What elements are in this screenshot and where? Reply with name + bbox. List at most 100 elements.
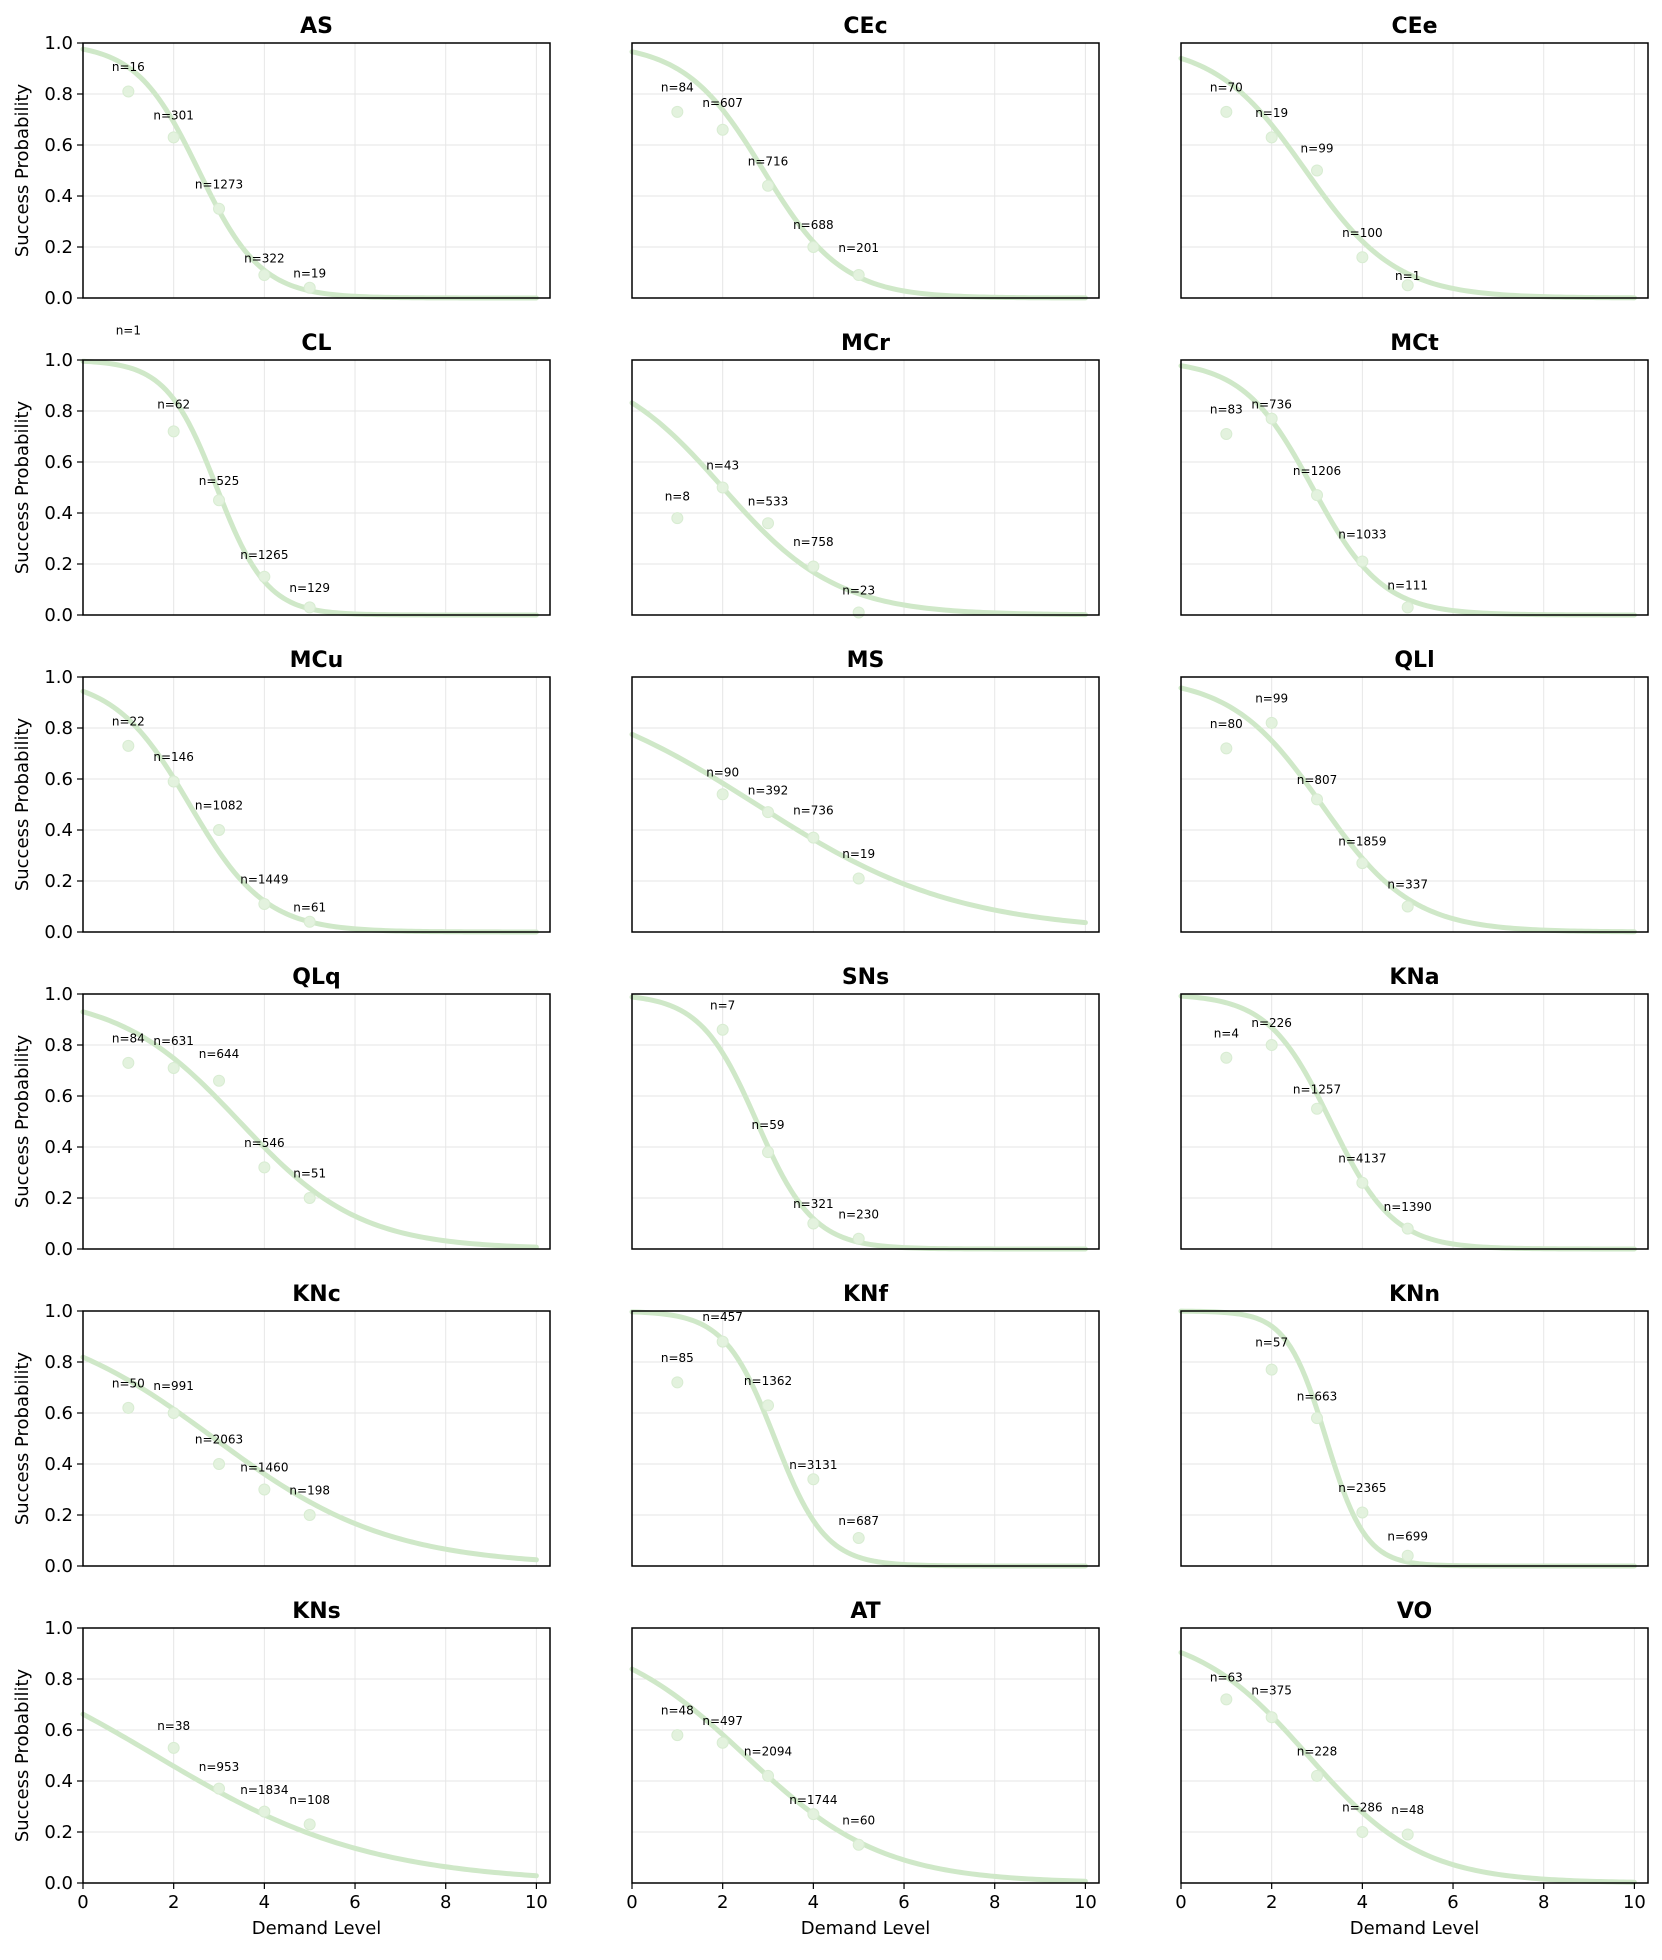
- y-tick-label: 0.2: [44, 1822, 73, 1843]
- y-tick-label: 0.0: [44, 288, 73, 309]
- sample-size-label: n=687: [838, 1514, 879, 1528]
- data-point: [807, 1808, 820, 1821]
- sample-size-label: n=61: [293, 901, 326, 915]
- sample-size-label: n=85: [661, 1351, 694, 1365]
- panel-title: SNs: [842, 965, 889, 990]
- data-point: [303, 601, 316, 614]
- fitted-curve: [80, 46, 539, 301]
- data-point: [807, 241, 820, 253]
- y-tick-label: 1.0: [44, 1301, 73, 1322]
- sample-size-label: n=80: [1210, 717, 1243, 731]
- sample-size-label: n=146: [153, 750, 194, 764]
- data-point: [807, 1217, 820, 1230]
- fitted-curve: [1178, 1650, 1637, 1885]
- x-tick-label: 8: [989, 1892, 1000, 1913]
- panel-title: MCr: [841, 331, 890, 356]
- fitted-curve: [1178, 1308, 1637, 1569]
- axes-frame: [631, 42, 1100, 299]
- panel-qlq: n=84 n=631 n=644 n=546 n=51 QLq 0.0 0.2 0.4 0.6 0.…: [12, 965, 551, 1260]
- sample-size-label: n=198: [289, 1484, 330, 1498]
- sample-size-label: n=953: [199, 1760, 240, 1774]
- data-point: [762, 1399, 775, 1412]
- panel-title: QLq: [292, 965, 340, 990]
- sample-size-label: n=497: [702, 1714, 743, 1728]
- x-tick-label: 2: [1266, 1892, 1277, 1913]
- data-point: [1265, 1711, 1278, 1724]
- x-axis-label: Demand Level: [1350, 1918, 1480, 1939]
- x-tick-label: 6: [1447, 1892, 1458, 1913]
- fitted-curve: [629, 731, 1088, 926]
- data-point: [852, 1531, 865, 1544]
- data-point: [1401, 900, 1414, 913]
- axes-frame: [1180, 1310, 1649, 1567]
- sample-size-label: n=716: [748, 154, 789, 168]
- fitted-curve: [80, 688, 539, 935]
- sample-size-label: n=322: [244, 251, 285, 265]
- sample-size-label: n=688: [793, 218, 834, 232]
- sample-size-label: n=8: [665, 489, 690, 503]
- panel-title: CL: [301, 331, 331, 356]
- panel-knf: n=85 n=457 n=1362 n=3131 n=687 KNf: [629, 1282, 1100, 1569]
- x-tick-label: 4: [259, 1892, 270, 1913]
- axes-frame: [82, 1627, 551, 1884]
- data-point: [213, 1458, 226, 1470]
- data-point: [1220, 427, 1233, 440]
- x-tick-label: 0: [626, 1892, 637, 1913]
- data-point: [1401, 1222, 1414, 1235]
- y-tick-label: 0.0: [44, 605, 73, 626]
- data-point: [807, 1473, 820, 1486]
- data-point: [852, 606, 865, 619]
- x-axis-label: Demand Level: [801, 1918, 931, 1939]
- sample-size-label: n=286: [1342, 1801, 1383, 1815]
- data-point: [1265, 131, 1278, 144]
- data-point: [1220, 1693, 1233, 1706]
- x-tick-label: 0: [77, 1892, 88, 1913]
- y-axis-label: Success Probability: [12, 717, 33, 891]
- y-tick-label: 0.4: [44, 503, 73, 524]
- data-point: [852, 269, 865, 282]
- sample-size-label: n=83: [1210, 403, 1243, 417]
- sample-size-label: n=1449: [240, 873, 288, 887]
- sample-size-label: n=16: [112, 60, 145, 74]
- data-point: [762, 179, 775, 192]
- sample-size-label: n=57: [1255, 1336, 1288, 1350]
- sample-size-label: n=201: [838, 241, 879, 255]
- panel-cl: n=1 n=62 n=525 n=1265 n=129 CL 0.0 0.2 0.4 0.6 0.8…: [12, 324, 551, 626]
- x-tick-label: 10: [1623, 1892, 1646, 1913]
- data-point: [1265, 1363, 1278, 1376]
- sample-size-label: n=736: [1251, 397, 1292, 411]
- sample-size-label: n=84: [112, 1031, 145, 1045]
- data-point: [122, 1056, 135, 1069]
- sample-size-label: n=1265: [240, 548, 288, 562]
- sample-size-label: n=129: [289, 581, 330, 595]
- data-point: [671, 512, 684, 525]
- data-point: [213, 202, 226, 215]
- data-point: [167, 775, 180, 788]
- data-point: [1311, 1769, 1324, 1782]
- x-tick-label: 4: [1357, 1892, 1368, 1913]
- data-point: [1311, 793, 1324, 806]
- sample-size-label: n=1744: [789, 1793, 837, 1807]
- y-tick-label: 0.2: [44, 871, 73, 892]
- sample-size-label: n=1033: [1338, 528, 1386, 542]
- sample-size-label: n=607: [702, 96, 743, 110]
- y-tick-label: 0.6: [44, 452, 73, 473]
- sample-size-label: n=392: [748, 783, 789, 797]
- sample-size-label: n=1257: [1293, 1082, 1341, 1096]
- data-point: [762, 517, 775, 530]
- y-tick-label: 0.8: [44, 1669, 73, 1690]
- x-tick-label: 6: [349, 1892, 360, 1913]
- data-point: [1356, 555, 1369, 568]
- data-point: [716, 1335, 729, 1348]
- x-tick-label: 2: [168, 1892, 179, 1913]
- panel-title: VO: [1397, 1599, 1432, 1624]
- y-tick-label: 0.6: [44, 1720, 73, 1741]
- y-tick-label: 0.4: [44, 186, 73, 207]
- sample-size-label: n=108: [289, 1793, 330, 1807]
- panel-title: AT: [850, 1599, 880, 1624]
- axes-frame: [631, 1310, 1100, 1567]
- sample-size-label: n=1859: [1338, 834, 1386, 848]
- sample-size-label: n=1834: [240, 1783, 288, 1797]
